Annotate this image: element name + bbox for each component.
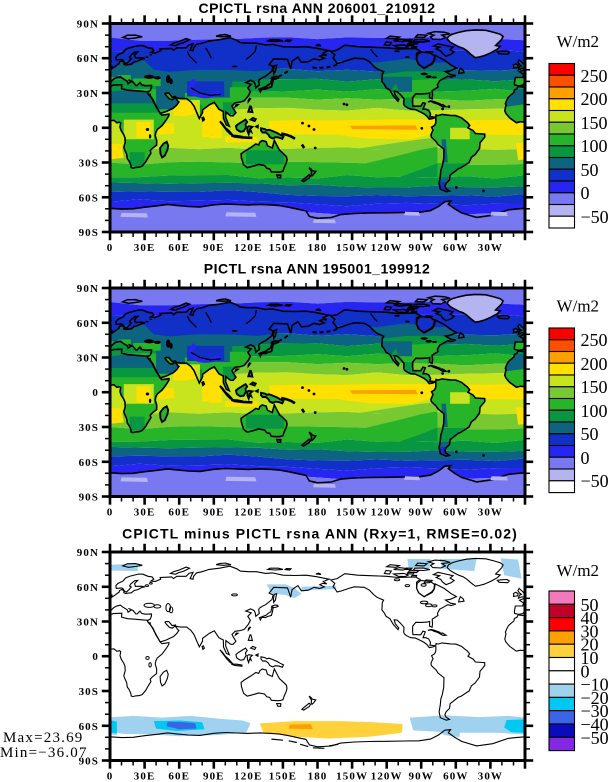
svg-text:150E: 150E (269, 242, 297, 254)
svg-text:200: 200 (581, 89, 608, 109)
svg-text:0: 0 (107, 507, 114, 519)
svg-text:30N: 30N (77, 353, 99, 365)
svg-text:60W: 60W (443, 507, 468, 519)
svg-text:10: 10 (581, 648, 599, 668)
svg-text:60S: 60S (79, 721, 99, 733)
svg-text:180: 180 (308, 242, 328, 254)
svg-text:0: 0 (92, 123, 99, 135)
svg-text:PICTL rsna ANN 195001_199912: PICTL rsna ANN 195001_199912 (204, 261, 430, 277)
svg-text:50: 50 (581, 595, 599, 615)
svg-text:W/m2: W/m2 (557, 32, 600, 51)
svg-text:90S: 90S (79, 756, 99, 768)
svg-text:60S: 60S (79, 192, 99, 204)
svg-text:30W: 30W (478, 507, 503, 519)
svg-text:180: 180 (308, 771, 328, 782)
svg-text:60E: 60E (168, 507, 190, 519)
svg-text:200: 200 (581, 354, 608, 374)
svg-text:20: 20 (581, 635, 599, 655)
svg-text:0: 0 (107, 242, 114, 254)
svg-text:120W: 120W (371, 507, 403, 519)
svg-text:60N: 60N (77, 53, 99, 65)
svg-text:180: 180 (308, 507, 328, 519)
svg-text:30N: 30N (77, 617, 99, 629)
svg-text:90N: 90N (77, 283, 99, 295)
svg-text:250: 250 (581, 330, 608, 350)
svg-text:30W: 30W (478, 771, 503, 782)
svg-text:0: 0 (581, 183, 590, 203)
svg-text:120E: 120E (234, 507, 262, 519)
svg-text:90W: 90W (409, 771, 434, 782)
svg-text:−50: −50 (581, 471, 609, 491)
svg-text:CPICTL rsna ANN 206001_210912: CPICTL rsna ANN 206001_210912 (198, 0, 435, 16)
svg-text:100: 100 (581, 136, 608, 156)
svg-text:150E: 150E (269, 771, 297, 782)
svg-text:90S: 90S (79, 227, 99, 239)
svg-text:90W: 90W (409, 242, 434, 254)
svg-text:40: 40 (581, 608, 599, 628)
svg-text:0: 0 (92, 387, 99, 399)
svg-text:30S: 30S (79, 422, 99, 434)
svg-text:120W: 120W (371, 242, 403, 254)
svg-text:50: 50 (581, 424, 599, 444)
svg-text:60E: 60E (168, 771, 190, 782)
svg-text:30E: 30E (134, 507, 156, 519)
svg-text:0: 0 (107, 771, 114, 782)
svg-text:90N: 90N (77, 547, 99, 559)
svg-text:150W: 150W (336, 507, 368, 519)
svg-text:150E: 150E (269, 507, 297, 519)
svg-text:250: 250 (581, 66, 608, 86)
svg-text:30N: 30N (77, 88, 99, 100)
svg-text:90E: 90E (203, 242, 225, 254)
svg-text:50: 50 (581, 160, 599, 180)
svg-text:0: 0 (581, 448, 590, 468)
svg-text:90E: 90E (203, 771, 225, 782)
svg-text:120E: 120E (234, 242, 262, 254)
svg-text:90E: 90E (203, 507, 225, 519)
svg-text:−10: −10 (581, 675, 609, 695)
svg-text:100: 100 (581, 401, 608, 421)
svg-text:30W: 30W (478, 242, 503, 254)
svg-text:30S: 30S (79, 686, 99, 698)
svg-text:60E: 60E (168, 242, 190, 254)
svg-text:W/m2: W/m2 (557, 561, 600, 580)
svg-text:120E: 120E (234, 771, 262, 782)
svg-text:30E: 30E (134, 771, 156, 782)
svg-text:90N: 90N (77, 19, 99, 31)
svg-text:30: 30 (581, 621, 599, 641)
svg-text:−50: −50 (581, 207, 609, 227)
svg-text:60S: 60S (79, 457, 99, 469)
svg-text:30E: 30E (134, 242, 156, 254)
svg-text:60W: 60W (443, 242, 468, 254)
svg-text:CPICTL minus PICTL rsna ANN (R: CPICTL minus PICTL rsna ANN (Rxy=1, RMSE… (122, 526, 518, 542)
svg-text:−30: −30 (581, 701, 609, 721)
svg-text:−20: −20 (581, 688, 609, 708)
svg-text:150: 150 (581, 377, 608, 397)
svg-text:90S: 90S (79, 492, 99, 504)
svg-text:150W: 150W (336, 771, 368, 782)
svg-text:−50: −50 (581, 728, 609, 748)
svg-text:120W: 120W (371, 771, 403, 782)
svg-text:W/m2: W/m2 (557, 297, 600, 316)
svg-text:60N: 60N (77, 582, 99, 594)
svg-text:30S: 30S (79, 158, 99, 170)
svg-text:60N: 60N (77, 318, 99, 330)
svg-text:150W: 150W (336, 242, 368, 254)
svg-text:150: 150 (581, 113, 608, 133)
svg-text:−40: −40 (581, 715, 609, 735)
svg-text:Min=−36.07: Min=−36.07 (0, 745, 88, 761)
svg-text:90W: 90W (409, 507, 434, 519)
svg-text:0: 0 (92, 651, 99, 663)
svg-text:60W: 60W (443, 771, 468, 782)
svg-text:0: 0 (581, 661, 590, 681)
svg-text:Max=23.69: Max=23.69 (3, 730, 84, 746)
